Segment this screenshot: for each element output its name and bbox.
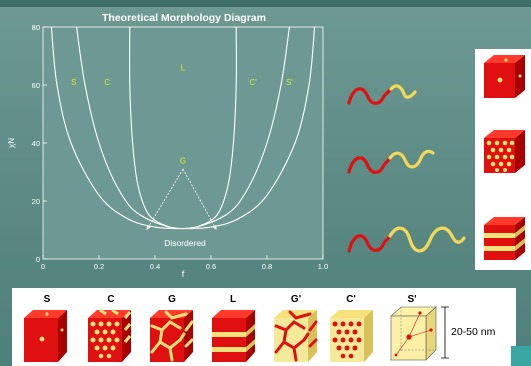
size-label: 20-50 nm	[451, 326, 496, 338]
y-tick-label: 20	[32, 197, 40, 206]
morph-label-g: G	[168, 294, 176, 305]
dimension-bracket: 20-50 nm	[441, 306, 496, 359]
cube-cylinders-large	[484, 130, 525, 173]
cube-g-prime	[274, 310, 318, 362]
chain-yellow-block	[388, 149, 435, 169]
gyroid-arrowhead-1	[212, 225, 217, 230]
gyroid-arrowhead-0	[146, 225, 151, 230]
phase-boundary-2	[129, 26, 170, 228]
morph-label-l: L	[230, 294, 236, 305]
morph-label-c-prime: C'	[346, 294, 356, 305]
y-tick-label: 40	[32, 139, 40, 148]
y-tick-label: 80	[32, 23, 40, 32]
y-tick-label: 0	[36, 255, 40, 264]
morphology-labels: S C G L G' C' S'	[44, 294, 417, 305]
gyroid-arrow-1	[182, 168, 217, 231]
phase-label: C	[105, 78, 111, 87]
bottom-strip	[511, 346, 531, 366]
chain-red-block	[347, 87, 393, 105]
chain-yellow-block	[389, 84, 417, 99]
y-tick-label: 60	[32, 81, 40, 90]
plot-title: Theoretical Morphology Diagram	[102, 12, 266, 24]
cube-spheres-large	[484, 55, 525, 98]
disordered-label: Disordered	[164, 238, 206, 248]
x-tick-label: 0.2	[94, 262, 104, 271]
copolymer-chains	[347, 84, 466, 253]
x-axis-label: f	[182, 269, 185, 279]
x-tick-label: 1.0	[318, 262, 328, 271]
cube-s-prime	[390, 306, 437, 361]
chain-red-block	[347, 156, 392, 174]
morph-label-g-prime: G'	[291, 294, 301, 305]
plot-area	[42, 26, 324, 260]
cube-s	[24, 310, 67, 362]
morph-label-s-prime: S'	[407, 294, 416, 305]
x-tick-label: 0	[41, 262, 45, 271]
phase-labels: S C L C' S' G	[71, 64, 293, 166]
x-tick-label: 0.8	[262, 262, 272, 271]
phase-boundary-3	[196, 26, 237, 228]
chain-medium	[347, 149, 435, 174]
chain-yellow-block	[388, 226, 466, 253]
phase-label: G	[180, 156, 186, 165]
chain-short	[347, 84, 417, 105]
phase-label: L	[181, 64, 186, 73]
gyroid-arrow-0	[146, 168, 184, 231]
axis-ticks: 0 0.2 0.4 0.6 0.8 1.0 0 20 40 60 80	[32, 23, 329, 271]
cube-c	[88, 308, 132, 362]
y-axis-label: χN	[7, 138, 16, 148]
chain-long	[347, 226, 466, 253]
phase-boundaries	[50, 26, 316, 230]
x-tick-label: 0.6	[206, 262, 216, 271]
x-tick-label: 0.4	[150, 262, 160, 271]
cube-c-prime	[330, 310, 373, 362]
phase-diagram: 0 0.2 0.4 0.6 0.8 1.0 0 20 40 60 80 S C L C' S' G Disor…	[7, 23, 328, 279]
phase-label: S'	[286, 78, 293, 87]
gyroid-arrows	[146, 168, 217, 231]
phase-label: C'	[249, 78, 257, 87]
right-cubes	[484, 55, 525, 260]
morph-label-c: C	[107, 294, 114, 305]
cube-g	[150, 310, 194, 362]
cube-lamellae-large	[484, 217, 525, 260]
morph-label-s: S	[44, 294, 51, 305]
top-bar	[0, 0, 531, 7]
cube-l	[212, 310, 255, 362]
phase-boundary-1	[76, 26, 290, 230]
morphology-cubes: 20-50 nm	[24, 306, 496, 362]
phase-label: S	[71, 78, 76, 87]
chain-red-block	[347, 234, 392, 253]
